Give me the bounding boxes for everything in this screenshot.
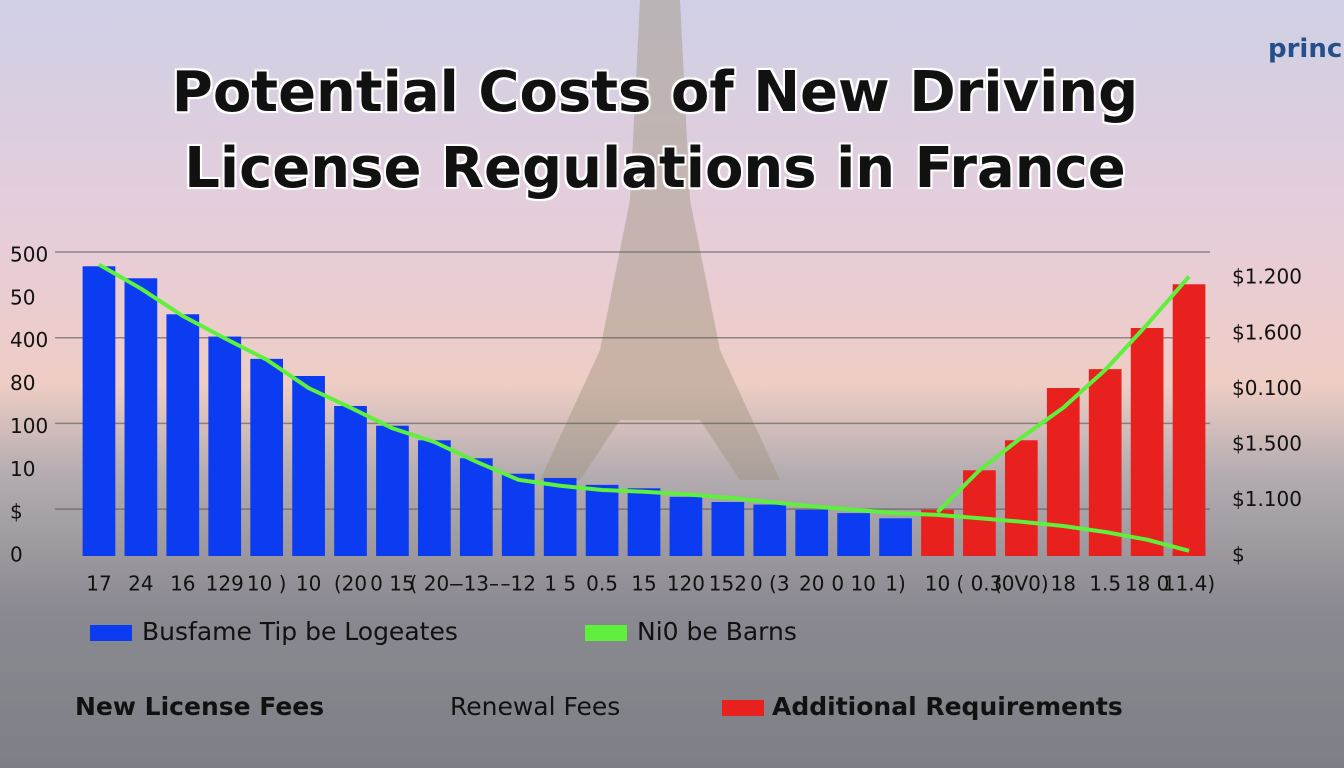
x-tick-label: (0V0) — [994, 572, 1049, 596]
bar — [1046, 388, 1080, 556]
bar — [837, 513, 870, 556]
y2-tick-label: $0.100 — [1232, 376, 1302, 400]
x-tick-label: 10 — [925, 572, 950, 596]
bar — [879, 518, 912, 556]
bar — [501, 473, 535, 556]
bar — [334, 406, 367, 556]
x-tick-label: 16 — [170, 572, 195, 596]
bar — [418, 440, 451, 556]
x-tick-label: 1) — [885, 572, 906, 596]
x-tick-label: 17 — [86, 572, 111, 596]
bar — [1172, 284, 1206, 556]
y2-tick-label: $1.500 — [1232, 431, 1302, 455]
bar — [669, 496, 703, 556]
y-tick-label: 50 — [10, 285, 35, 309]
y2-tick-label: $1.200 — [1232, 265, 1302, 289]
bar — [166, 314, 200, 556]
x-tick-label: 0.5 — [586, 572, 618, 596]
x-tick-label: 10 ) — [247, 572, 287, 596]
footer-label: Renewal Fees — [450, 692, 620, 721]
x-tick-label: 120 — [667, 572, 705, 596]
line — [97, 262, 1190, 553]
bar — [627, 488, 661, 556]
x-tick-label: –12 — [500, 572, 535, 596]
legend-swatch — [585, 625, 627, 641]
x-tick-label: 129 — [206, 572, 244, 596]
legend-swatch — [90, 625, 132, 641]
legend-swatch — [722, 700, 764, 716]
bar — [543, 478, 577, 556]
x-tick-label: (20 — [334, 572, 367, 596]
bar — [585, 484, 619, 556]
x-tick-label: 20 — [799, 572, 824, 596]
y2-tick-label: $1.600 — [1232, 320, 1302, 344]
y-tick-label: $ — [10, 500, 23, 524]
y-tick-label: 400 — [10, 328, 48, 352]
bar — [376, 425, 409, 556]
bar — [250, 358, 284, 556]
logo: princh — [1268, 34, 1344, 64]
bar — [1130, 328, 1164, 556]
x-tick-label: 152 — [709, 572, 747, 596]
x-tick-label: 0 (3 — [750, 572, 790, 596]
footer-label: New License Fees — [75, 692, 324, 721]
x-tick-label: 10 — [296, 572, 321, 596]
bar — [711, 502, 745, 556]
bar — [795, 509, 829, 556]
y-tick-label: 100 — [10, 414, 48, 438]
y-tick-label: 80 — [10, 371, 35, 395]
bar — [963, 470, 996, 556]
x-tick-label: 18 0 — [1125, 572, 1170, 596]
y-tick-label: 500 — [10, 243, 48, 267]
bar — [1088, 369, 1122, 556]
line — [936, 275, 1191, 514]
background-tower — [540, 0, 780, 480]
bar — [124, 278, 158, 556]
legend-label: Additional Requirements — [772, 692, 1123, 721]
bar — [753, 504, 787, 556]
y-tick-label: 0 — [10, 543, 23, 567]
bar — [1004, 440, 1038, 556]
x-tick-label: 15 — [631, 572, 656, 596]
x-tick-label: –13– — [454, 572, 499, 596]
x-tick-label: 1 5 — [544, 572, 576, 596]
x-tick-label: ( 0.3 — [956, 572, 1002, 596]
bar — [459, 458, 493, 556]
bar — [292, 376, 325, 556]
chart-title: Potential Costs of New Driving License R… — [171, 60, 1139, 201]
x-tick-label: 1.5 — [1089, 572, 1121, 596]
bar — [82, 266, 116, 556]
y-tick-label: 10 — [10, 457, 35, 481]
x-tick-label: ( 20– — [410, 572, 460, 596]
x-tick-label: 11.4) — [1163, 572, 1215, 596]
x-tick-label: 0 15 — [370, 572, 415, 596]
legend-label: Ni0 be Barns — [637, 617, 797, 646]
x-tick-label: 24 — [128, 572, 153, 596]
y2-tick-label: $ — [1232, 543, 1245, 567]
legend-label: Busfame Tip be Logeates — [142, 617, 458, 646]
x-tick-label: 18 — [1051, 572, 1076, 596]
x-tick-label: 0 10 — [831, 572, 876, 596]
y2-tick-label: $1.100 — [1232, 487, 1302, 511]
bar — [208, 336, 242, 556]
